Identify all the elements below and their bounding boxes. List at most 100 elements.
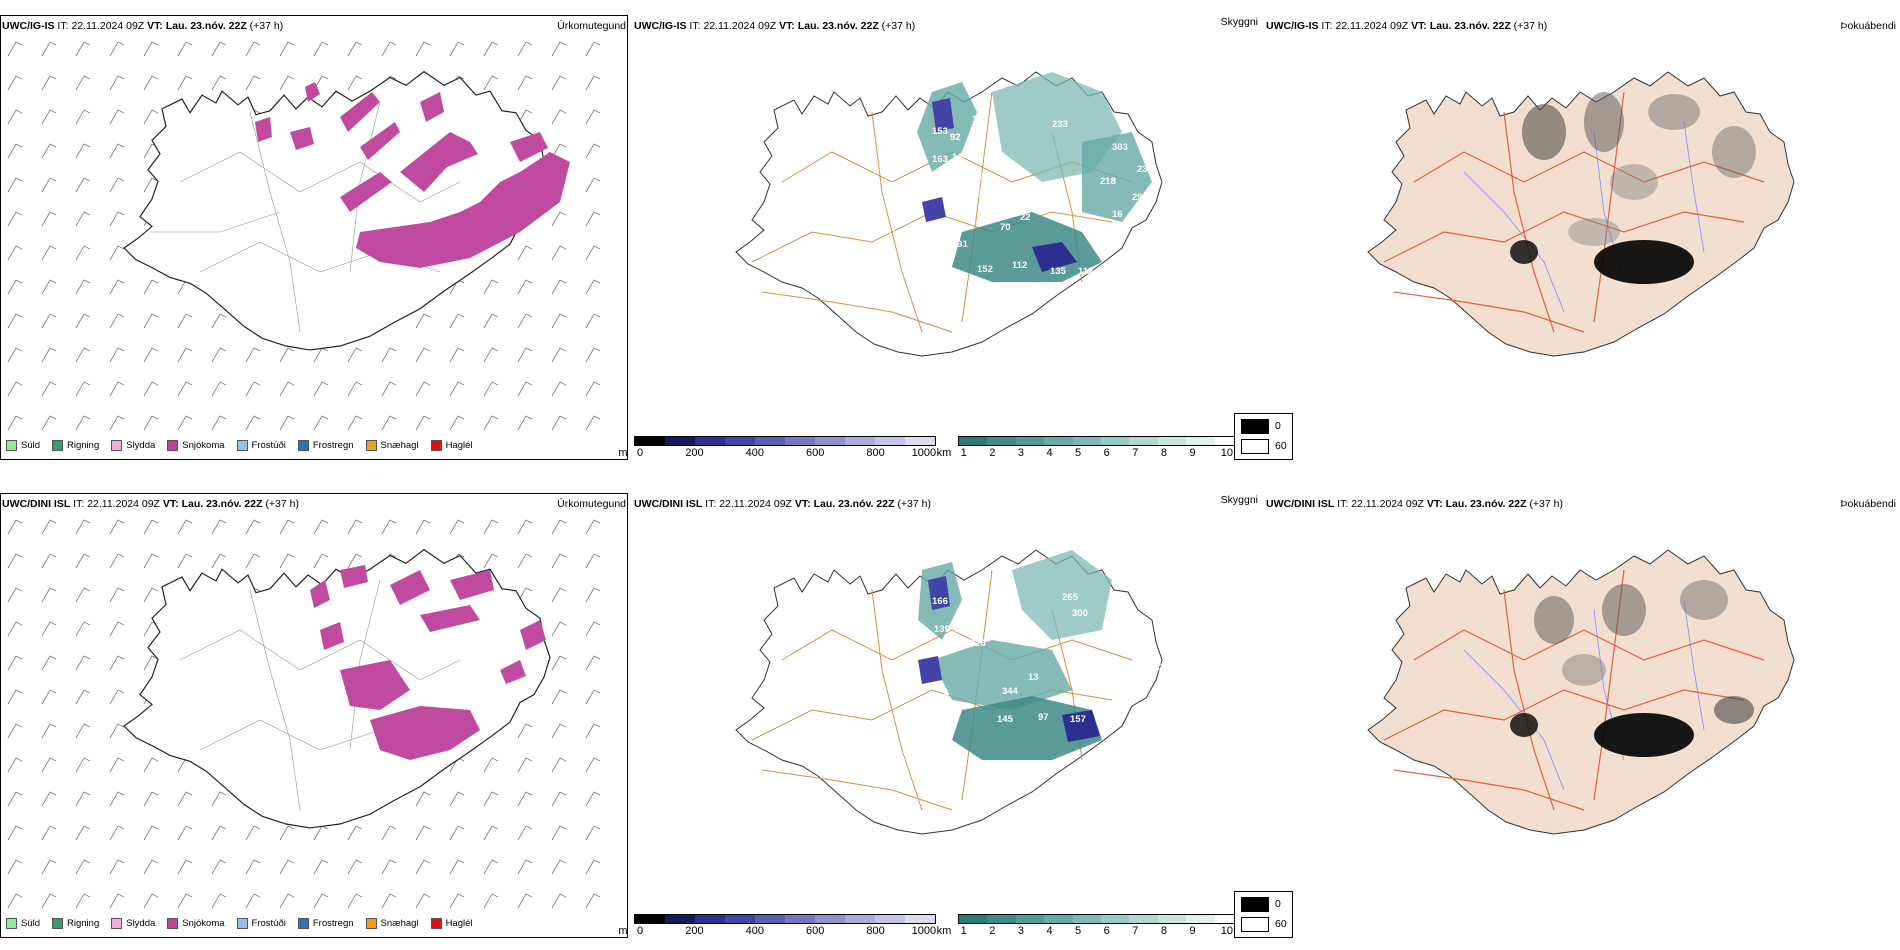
wind-barb [143,177,159,193]
wind-barb [41,723,57,739]
wind-barb [517,859,533,875]
wind-barb [109,143,125,159]
map-label: 112 [1012,260,1027,271]
wind-barb [551,757,567,773]
legend-swatch [111,440,123,451]
wind-barb [517,245,533,261]
wind-barb [551,587,567,603]
wind-barb [517,587,533,603]
wind-barb [585,109,601,125]
model-name: UWC/DINI ISL [634,498,703,510]
legend-label: Snjókoma [182,440,225,451]
wind-barb [483,279,499,295]
wind-barb [41,109,57,125]
cloud-visibility-panel: UWC/DINI ISL IT: 22.11.2024 09Z VT: Lau.… [618,478,1262,948]
map-label: 231 [952,239,969,250]
wind-barb [75,347,91,363]
wind-barb [517,757,533,773]
legend-item: Slydda [111,440,155,451]
panel-header: UWC/DINI ISL IT: 22.11.2024 09Z VT: Lau.… [2,498,299,510]
wind-barb [143,381,159,397]
wind-barb [517,75,533,91]
wind-barb [551,211,567,227]
wind-barb [75,791,91,807]
wind-barb [585,791,601,807]
wind-barb [347,519,363,535]
wind-barb [483,41,499,57]
colorbar-unit: km [936,925,952,937]
map-label: 97 [1038,712,1049,723]
wind-barb [415,313,431,329]
wind-barb [7,757,23,773]
wind-barb [41,553,57,569]
wind-barb [415,825,431,841]
wind-barb [585,381,601,397]
map-label: 19 [974,172,985,183]
it-label: IT: [705,498,717,510]
visibility-colorbar: km 1 2 3 4 5 6 7 8 9 10 [937,914,1244,937]
colorbar-tick: 1000 [911,925,937,937]
wind-barb [449,381,465,397]
init-time: 22.11.2024 09Z [1335,20,1409,32]
precip-legend: Súld Rigning Slydda Snjókoma Frostúði Fr… [6,440,485,451]
colorbar-tick: 0 [636,925,644,937]
map-label: 307 [1152,662,1168,673]
wind-barb [483,415,499,431]
map-label: 233 [1052,119,1068,130]
colorbar-tick: 6 [1103,925,1110,937]
precip-type-panel: UWC/DINI ISL IT: 22.11.2024 09Z VT: Lau.… [0,478,630,948]
wind-barb [517,347,533,363]
wind-barb [245,381,261,397]
wind-barb [109,211,125,227]
colorbar-tick: 600 [806,925,825,937]
wind-barb [415,893,431,909]
wind-barb [109,859,125,875]
map-label: 230 [1137,164,1153,175]
wind-barb [585,519,601,535]
map-label: 196 [972,114,988,125]
wind-barb [551,279,567,295]
wind-barb [75,211,91,227]
visibility-areas [918,550,1112,760]
colorbar-tick: 600 [806,447,825,459]
map-label: 145 [997,714,1014,725]
panel-header: UWC/DINI ISL IT: 22.11.2024 09Z VT: Lau.… [634,498,931,510]
vt-label: VT: [147,20,163,32]
map-label: 223 [970,638,986,649]
wind-barb [551,859,567,875]
wind-barb [585,587,601,603]
map-label: 76 [1098,714,1109,725]
map-label: 16 [1112,209,1123,220]
legend-item: Haglél [430,440,473,451]
wind-barb [177,553,193,569]
wind-barb [585,245,601,261]
fog-legend: 0 60 [1234,891,1293,938]
legend-item: Snjókoma [167,440,225,451]
colorbar-tick: 4 [1046,925,1053,937]
wind-barb [551,519,567,535]
wind-barb [143,757,159,773]
wind-barb [245,859,261,875]
wind-barb [415,415,431,431]
wind-barb [551,415,567,431]
map-label: 14 [952,152,963,163]
vt-label: VT: [1411,20,1427,32]
legend-label: Súld [21,918,41,929]
colorbar-tick: 800 [866,447,885,459]
map-label: 218 [1100,176,1116,187]
wind-barb [143,347,159,363]
cloud-visibility-map: 12 166 265 300 139 72 120 223 76 15 307 … [735,549,1168,835]
wind-barb [75,655,91,671]
wind-barb [75,757,91,773]
wind-barb [109,553,125,569]
wind-barb [109,655,125,671]
init-time: 22.11.2024 09Z [719,498,792,510]
legend-label: Haglél [445,918,473,929]
wind-barb [143,553,159,569]
wind-barb [381,347,397,363]
wind-barb [449,415,465,431]
wind-barb [41,143,57,159]
wind-barb [7,211,23,227]
wind-barb [75,519,91,535]
wind-barb [143,415,159,431]
